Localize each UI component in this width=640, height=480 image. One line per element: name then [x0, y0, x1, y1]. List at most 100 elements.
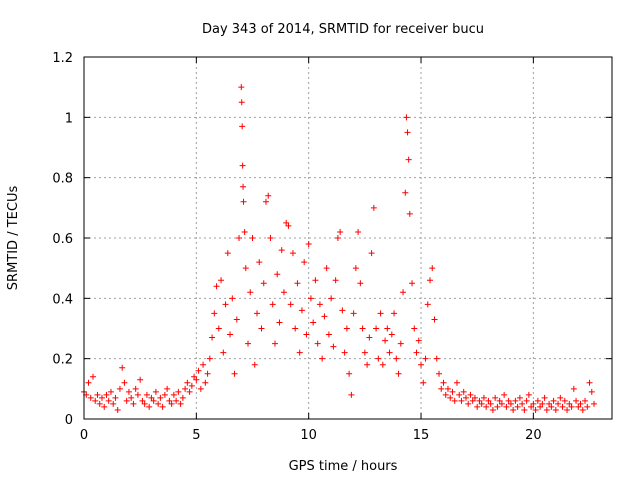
data-point — [474, 403, 481, 410]
x-tick-label: 20 — [525, 428, 542, 443]
data-point — [557, 394, 564, 401]
data-point — [431, 316, 438, 323]
data-point — [213, 283, 220, 290]
data-point — [305, 241, 312, 248]
data-point — [496, 397, 503, 404]
scatter-series — [81, 84, 598, 413]
data-point — [552, 406, 559, 413]
data-point — [532, 406, 539, 413]
data-point — [197, 385, 204, 392]
data-point — [568, 403, 575, 410]
data-point — [179, 394, 186, 401]
data-point — [224, 250, 231, 257]
data-point — [269, 301, 276, 308]
data-point — [280, 289, 287, 296]
y-tick-label: 0.4 — [52, 292, 73, 307]
data-point — [424, 301, 431, 308]
data-point — [384, 325, 391, 332]
data-point — [512, 397, 519, 404]
data-point — [119, 364, 126, 371]
data-point — [204, 370, 211, 377]
data-point — [550, 397, 557, 404]
y-tick-label: 0.2 — [52, 353, 73, 368]
data-point — [177, 400, 184, 407]
data-point — [130, 400, 137, 407]
data-point — [422, 355, 429, 362]
data-point — [395, 370, 402, 377]
data-point — [260, 280, 267, 287]
data-point — [330, 343, 337, 350]
data-point — [285, 222, 292, 229]
data-point — [591, 400, 598, 407]
data-point — [241, 228, 248, 235]
data-point — [89, 373, 96, 380]
data-point — [382, 337, 389, 344]
data-point — [283, 219, 290, 226]
data-point — [505, 397, 512, 404]
data-point — [420, 379, 427, 386]
data-point — [193, 376, 200, 383]
data-point — [465, 400, 472, 407]
data-point — [132, 385, 139, 392]
y-axis-label: SRMTID / TECUs — [6, 186, 21, 291]
data-point — [112, 394, 119, 401]
data-point — [296, 349, 303, 356]
data-point — [433, 355, 440, 362]
data-point — [377, 310, 384, 317]
data-point — [107, 388, 114, 395]
data-point — [139, 397, 146, 404]
data-point — [150, 397, 157, 404]
data-point — [438, 385, 445, 392]
data-point — [94, 391, 101, 398]
data-point — [507, 400, 514, 407]
data-point — [161, 391, 168, 398]
data-point — [276, 319, 283, 326]
data-point — [483, 403, 490, 410]
x-axis-label: GPS time / hours — [289, 459, 398, 474]
data-point — [561, 397, 568, 404]
data-point — [357, 280, 364, 287]
data-point — [200, 361, 207, 368]
data-point — [341, 349, 348, 356]
data-point — [584, 403, 591, 410]
data-point — [191, 373, 198, 380]
data-point — [588, 388, 595, 395]
data-point — [503, 403, 510, 410]
data-point — [555, 400, 562, 407]
data-point — [242, 265, 249, 272]
data-point — [447, 394, 454, 401]
data-point — [350, 310, 357, 317]
data-point — [403, 114, 410, 121]
data-point — [202, 379, 209, 386]
data-point — [566, 400, 573, 407]
data-point — [152, 388, 159, 395]
data-point — [543, 406, 550, 413]
x-tick-label: 10 — [300, 428, 317, 443]
data-point — [134, 391, 141, 398]
data-point — [125, 388, 132, 395]
data-point — [236, 235, 243, 241]
data-point — [460, 388, 467, 395]
data-point — [393, 355, 400, 362]
data-point — [258, 325, 265, 332]
data-point — [245, 340, 252, 347]
data-point — [307, 295, 314, 302]
data-point — [92, 397, 99, 404]
data-point — [409, 280, 416, 287]
data-point — [170, 391, 177, 398]
data-point — [231, 370, 238, 377]
data-point — [435, 370, 442, 377]
data-point — [182, 385, 189, 392]
data-point — [494, 403, 501, 410]
data-point — [116, 385, 123, 392]
data-point — [467, 391, 474, 398]
data-point — [239, 162, 246, 169]
data-point — [564, 406, 571, 413]
data-point — [321, 313, 328, 320]
data-point — [271, 340, 278, 347]
data-point — [534, 397, 541, 404]
data-point — [143, 391, 150, 398]
data-point — [570, 385, 577, 392]
data-point — [166, 397, 173, 404]
data-point — [440, 379, 447, 386]
